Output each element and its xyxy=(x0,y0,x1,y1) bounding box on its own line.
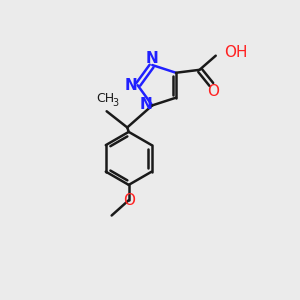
Text: N: N xyxy=(146,51,159,66)
Text: CH: CH xyxy=(96,92,114,105)
Text: O: O xyxy=(207,83,219,98)
Text: 3: 3 xyxy=(112,98,118,108)
Text: O: O xyxy=(123,193,135,208)
Text: N: N xyxy=(125,78,137,93)
Text: OH: OH xyxy=(225,45,248,60)
Text: N: N xyxy=(140,97,152,112)
